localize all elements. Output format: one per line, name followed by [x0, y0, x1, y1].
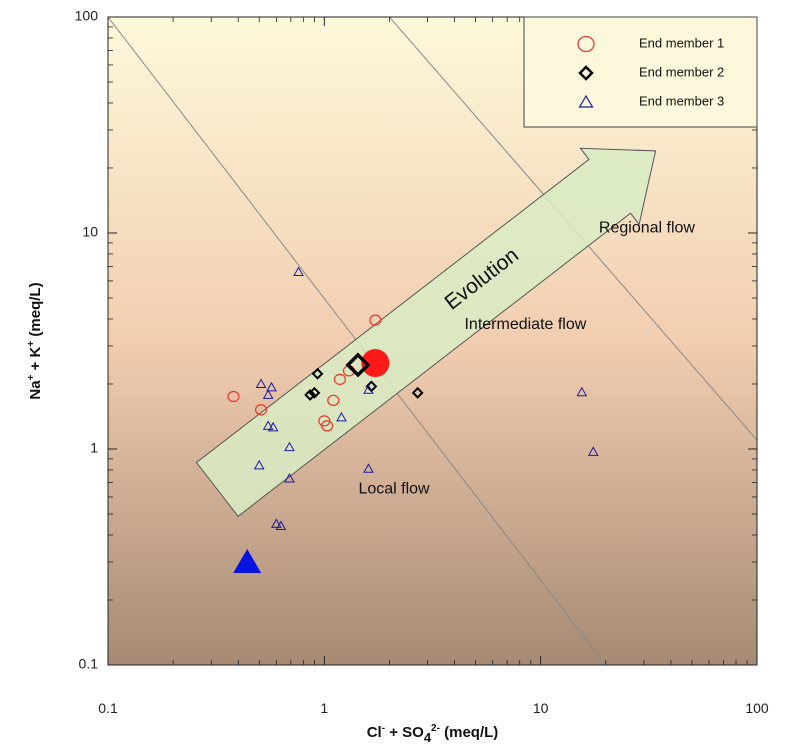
data-points	[227, 266, 599, 573]
legend-box	[523, 16, 758, 128]
y-tick-label-2: 1	[90, 440, 98, 456]
end-member-3-point-9	[270, 518, 282, 528]
highlighted-point-1	[361, 349, 390, 378]
x-axis-title-part-5: 2-	[431, 723, 440, 734]
x-tick-label-1: 0.1	[98, 700, 118, 716]
end-member-2-point-2	[308, 386, 321, 399]
end-member-1-point-5	[327, 394, 340, 406]
end-member-3-point-11	[293, 266, 304, 276]
legend-label-2: End member 2	[639, 64, 724, 79]
legend: End member 1 End member 2 End member 3	[523, 16, 758, 128]
end-member-3-point-13	[363, 384, 374, 394]
end-member-2-point-5	[411, 386, 424, 399]
region-labels: Regional flow Intermediate flow Local flow	[358, 220, 695, 498]
end-member-1-point-1	[227, 390, 240, 403]
end-member-2-point-3	[311, 367, 324, 380]
x-axis-title-part-2: -	[382, 723, 385, 734]
highlighted-point-3	[233, 548, 262, 573]
highlighted-point-2	[345, 352, 371, 378]
end-member-1-point-9	[369, 314, 382, 326]
end-member-3-point-15	[576, 386, 588, 397]
region-label-local-flow: Local flow	[358, 481, 430, 498]
end-member-3-point-2	[262, 389, 274, 399]
end-member-3-point-6	[253, 459, 265, 470]
y-tick-label-1: 0.1	[79, 656, 99, 672]
legend-marker-2	[578, 65, 594, 81]
y-axis-title-part-2: +	[26, 374, 37, 380]
x-axis-title-part-3: + SO	[385, 724, 424, 741]
end-member-3-point-8	[284, 473, 295, 483]
y-axis-title-part-3: + K	[27, 346, 44, 374]
x-axis-title: Cl- + SO42- (meq/L)	[367, 723, 499, 745]
end-member-2-point-1	[304, 388, 317, 401]
end-member-1-point-4	[321, 420, 334, 432]
plot-frame	[107, 16, 758, 666]
end-member-1-point-2	[254, 404, 268, 416]
end-member-3-point-3	[266, 381, 277, 392]
region-label-intermediate-flow: Intermediate flow	[464, 316, 586, 333]
y-axis-title-part-1: Na	[27, 380, 44, 400]
region-label-regional-flow: Regional flow	[599, 220, 696, 237]
x-tick-label-4: 100	[745, 700, 769, 716]
end-member-3-point-10	[275, 520, 287, 531]
evolution-arrow-shape	[195, 147, 657, 518]
end-member-3-point-12	[336, 411, 347, 422]
end-member-3-point-14	[363, 463, 374, 473]
x-axis-title-part-4: 4	[424, 730, 432, 745]
legend-marker-3	[578, 94, 594, 108]
x-axis-title-part-6: (meq/L)	[440, 724, 498, 741]
end-member-3-point-16	[587, 446, 599, 456]
x-tick-label-2: 1	[320, 700, 328, 716]
end-member-3-point-5	[267, 421, 279, 432]
end-member-3-point-4	[262, 420, 274, 430]
evolution-arrow: Evolution	[195, 147, 657, 518]
end-member-3-point-7	[284, 441, 295, 452]
y-axis-title-part-4: +	[26, 341, 37, 347]
y-axis-title-part-5: (meq/L)	[27, 282, 44, 340]
end-member-3-point-1	[255, 378, 267, 388]
end-member-1-point-6	[333, 373, 346, 386]
y-tick-label-4: 100	[75, 8, 99, 24]
legend-marker-1	[577, 35, 595, 53]
x-tick-label-3: 10	[533, 700, 549, 716]
y-axis-title: Na+ + K+ (meq/L)	[26, 282, 44, 399]
y-tick-label-3: 10	[82, 224, 98, 240]
legend-label-3: End member 3	[639, 93, 724, 108]
x-axis-title-part-1: Cl	[367, 724, 382, 741]
legend-label-1: End member 1	[639, 35, 724, 50]
